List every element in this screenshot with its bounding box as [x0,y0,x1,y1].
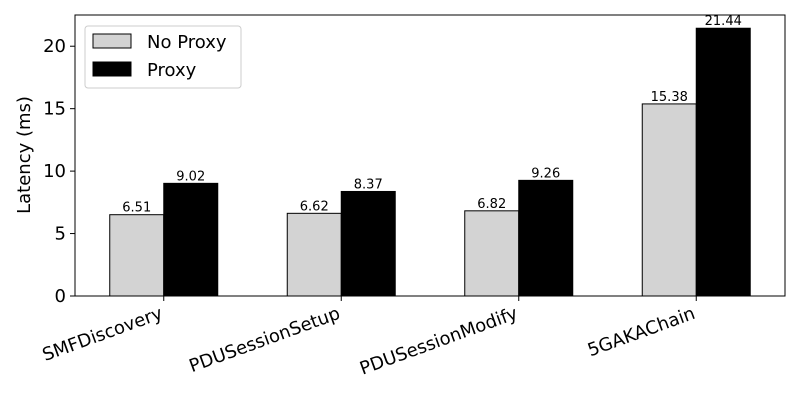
y-axis-title: Latency (ms) [14,96,35,214]
y-axis: 0 5 10 15 20 [43,36,75,307]
bar-value-label: 6.82 [477,197,506,212]
bar-proxy [163,182,219,297]
y-tick-label: 20 [43,36,66,57]
y-tick-label: 15 [43,99,66,120]
bar-value-label: 9.02 [176,169,205,184]
bar-value-label: 15.38 [651,90,688,105]
x-tick-label: PDUSessionModify [357,303,521,380]
bar-proxy [518,179,574,297]
bar-no-proxy [109,214,165,297]
legend-label-proxy: Proxy [147,60,197,81]
bar-value-label: 8.37 [354,177,383,192]
y-tick-label: 0 [55,286,66,307]
legend: No Proxy Proxy [84,25,242,89]
bar-value-label: 6.62 [300,199,329,214]
x-axis: SMFDiscovery PDUSessionSetup PDUSessionMod… [40,296,698,380]
plot-frame [74,14,786,297]
bar-no-proxy [464,210,520,297]
legend-swatch-proxy [92,61,132,77]
y-tick-label: 10 [43,161,66,182]
bar-value-label: 9.26 [531,166,560,181]
bar-no-proxy [641,103,697,297]
bar-proxy [340,190,396,297]
bars-group: 6.51 9.02 6.62 8.37 6.82 9.26 15.38 21.44 [109,14,751,297]
bar-proxy [695,27,751,297]
x-tick-label: SMFDiscovery [40,303,166,366]
bar-value-label: 21.44 [705,14,742,29]
x-tick-label: 5GAKAChain [585,303,698,361]
legend-label-no-proxy: No Proxy [147,32,227,53]
x-tick-label: PDUSessionSetup [186,303,343,377]
legend-swatch-no-proxy [92,33,132,49]
bar-no-proxy [286,212,342,297]
y-tick-label: 5 [55,224,66,245]
bar-value-label: 6.51 [122,201,151,216]
